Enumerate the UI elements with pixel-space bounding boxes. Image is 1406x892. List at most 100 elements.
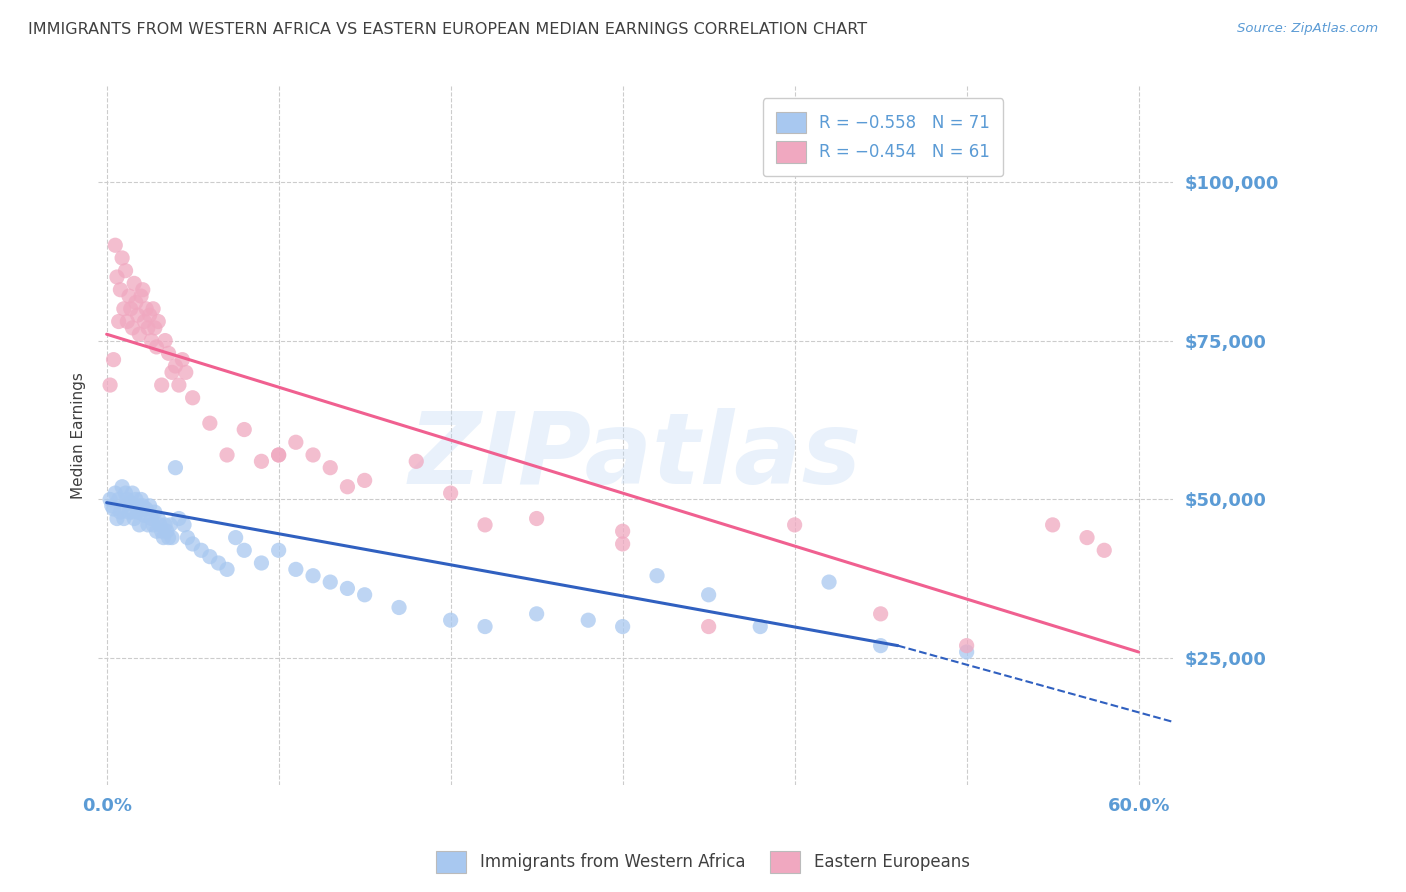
Point (956, 645, 979, 659)
Point (198, 416, 221, 430)
Point (136, 321, 159, 335)
Point (111, 251, 134, 265)
Point (112, 511, 135, 525)
Point (1042, 517, 1064, 532)
Point (612, 619, 634, 633)
Point (612, 537, 634, 551)
Point (98, 492, 121, 507)
Point (141, 334, 163, 348)
Point (150, 378, 173, 392)
Point (645, 568, 668, 582)
Point (215, 448, 238, 462)
Point (117, 314, 139, 328)
Point (181, 391, 204, 405)
Point (440, 486, 463, 500)
Text: ZIPatlas: ZIPatlas (409, 409, 862, 506)
Point (1076, 531, 1098, 545)
Point (160, 365, 183, 379)
Point (145, 340, 167, 354)
Text: Source: ZipAtlas.com: Source: ZipAtlas.com (1237, 22, 1378, 36)
Point (319, 460, 342, 475)
Point (105, 511, 128, 525)
Point (267, 448, 290, 462)
Point (156, 524, 179, 539)
Point (167, 511, 190, 525)
Point (148, 511, 170, 525)
Point (114, 486, 136, 500)
Point (267, 448, 290, 462)
Point (142, 517, 165, 532)
Point (121, 505, 143, 519)
Point (157, 531, 180, 545)
Point (129, 505, 152, 519)
Point (176, 531, 198, 545)
Point (198, 549, 221, 564)
Point (107, 492, 129, 507)
Point (869, 639, 891, 653)
Y-axis label: Median Earnings: Median Earnings (72, 373, 86, 500)
Point (134, 314, 156, 328)
Point (114, 263, 136, 277)
Point (150, 524, 173, 539)
Point (749, 619, 772, 633)
Point (103, 352, 125, 367)
Point (145, 524, 167, 539)
Point (112, 499, 135, 513)
Point (98, 378, 121, 392)
Point (121, 321, 143, 335)
Point (160, 531, 183, 545)
Point (440, 613, 463, 627)
Point (697, 619, 720, 633)
Point (127, 499, 149, 513)
Point (388, 600, 411, 615)
Point (134, 508, 156, 523)
Point (127, 308, 149, 322)
Point (125, 295, 148, 310)
Point (103, 502, 125, 516)
Point (110, 505, 132, 519)
Point (101, 499, 124, 513)
Point (172, 352, 194, 367)
Point (869, 607, 891, 621)
Point (167, 378, 190, 392)
Point (233, 423, 256, 437)
Point (135, 502, 157, 516)
Point (129, 289, 152, 303)
Point (336, 582, 359, 596)
Point (107, 314, 129, 328)
Point (149, 517, 172, 532)
Point (111, 480, 134, 494)
Point (104, 486, 127, 500)
Point (127, 505, 149, 519)
Point (122, 511, 145, 525)
Point (148, 314, 170, 328)
Point (697, 588, 720, 602)
Point (132, 283, 155, 297)
Point (153, 334, 176, 348)
Point (143, 321, 166, 335)
Point (336, 480, 359, 494)
Legend: Immigrants from Western Africa, Eastern Europeans: Immigrants from Western Africa, Eastern … (430, 845, 976, 880)
Point (190, 543, 212, 558)
Point (1092, 543, 1115, 558)
Point (233, 543, 256, 558)
Point (105, 270, 128, 285)
Point (225, 531, 247, 545)
Point (138, 499, 160, 513)
Point (120, 301, 142, 316)
Point (142, 301, 165, 316)
Point (267, 543, 290, 558)
Point (173, 517, 195, 532)
Point (122, 277, 145, 291)
Legend: R = −0.558   N = 71, R = −0.454   N = 61: R = −0.558 N = 71, R = −0.454 N = 61 (762, 98, 1004, 176)
Point (141, 511, 163, 525)
Point (783, 517, 806, 532)
Point (181, 537, 204, 551)
Point (353, 588, 375, 602)
Point (121, 486, 143, 500)
Point (112, 301, 135, 316)
Point (125, 492, 148, 507)
Point (956, 639, 979, 653)
Point (110, 283, 132, 297)
Point (152, 531, 174, 545)
